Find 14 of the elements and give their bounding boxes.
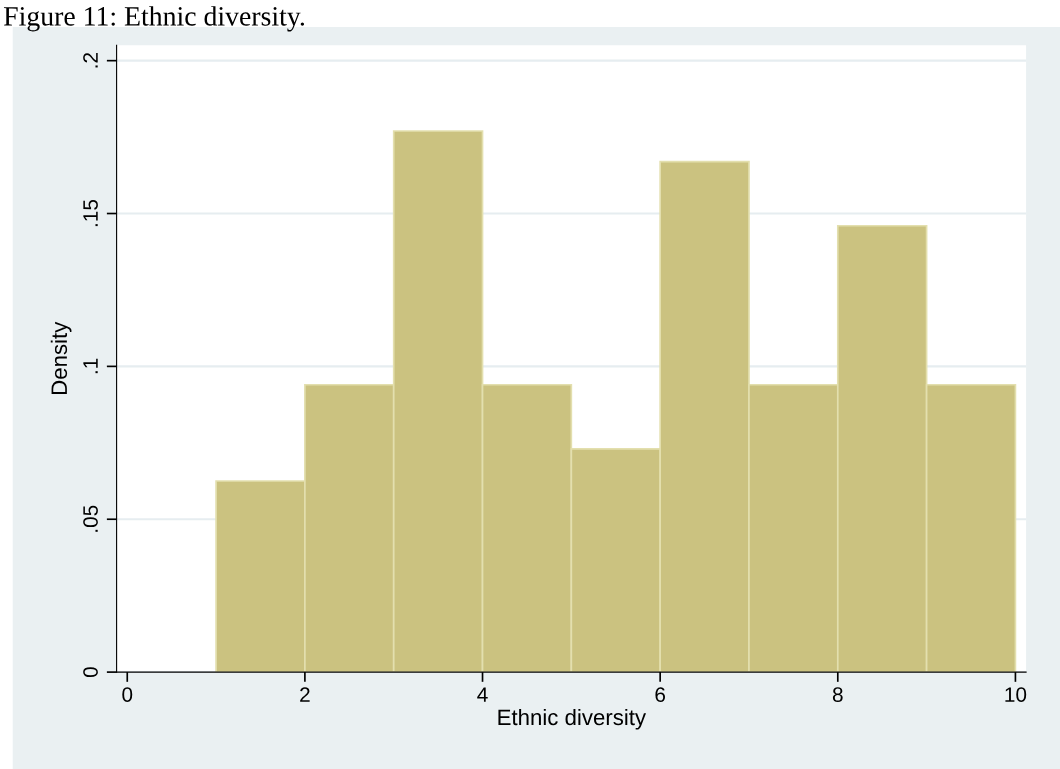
x-tick-label: 2: [300, 687, 310, 702]
y-axis-title: Density: [50, 321, 72, 394]
y-tick-label: .2: [83, 53, 98, 68]
x-tick-label: 0: [122, 687, 133, 702]
x-axis-title: Ethnic diversity: [498, 708, 647, 730]
y-tick-label: .15: [83, 199, 98, 227]
x-tick-label: 6: [655, 687, 666, 702]
chart-title: Figure 11: Ethnic diversity.: [3, 6, 305, 32]
x-tick-label: 8: [832, 687, 843, 702]
y-tick-label: .1: [83, 358, 98, 374]
x-tick-label: 10: [1005, 687, 1027, 702]
y-tick-label: 0: [83, 667, 98, 678]
y-tick-label: .05: [83, 505, 98, 532]
x-tick-label: 4: [477, 687, 488, 702]
